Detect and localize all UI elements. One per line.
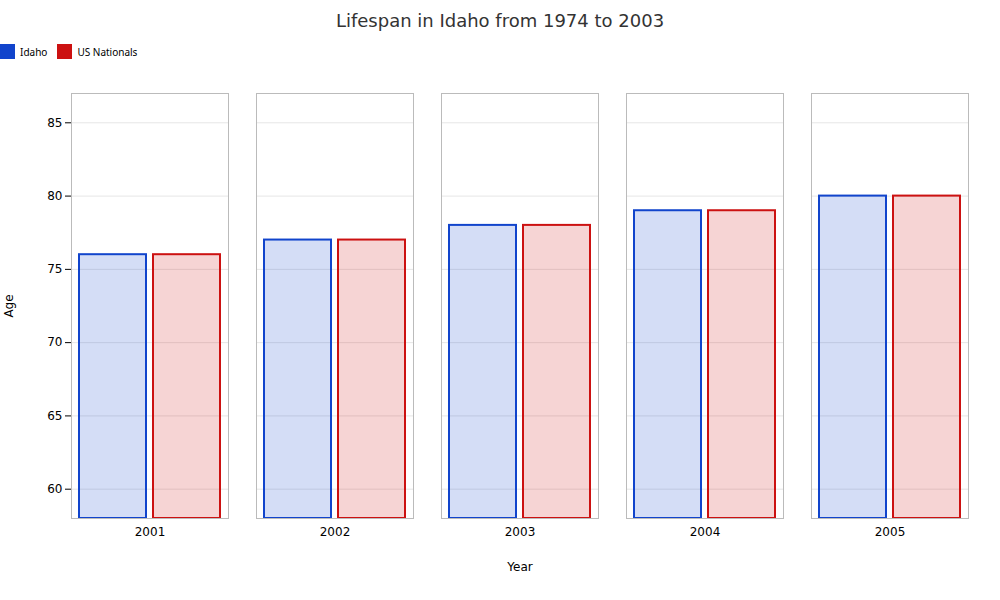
svg-text:80: 80 (47, 189, 62, 203)
svg-text:2002: 2002 (320, 525, 351, 539)
svg-text:2003: 2003 (505, 525, 536, 539)
svg-text:60: 60 (47, 482, 62, 496)
svg-text:65: 65 (47, 409, 62, 423)
svg-text:75: 75 (47, 262, 62, 276)
svg-text:70: 70 (47, 335, 62, 349)
html-text:Lifespan in Idaho from 1974 to: Lifespan in Idaho from 1974 to 2003 (335, 10, 665, 31)
html-text:US Nationals: US Nationals (77, 44, 138, 59)
svg-text:2001: 2001 (135, 525, 166, 539)
svg-text:Year: Year (506, 560, 532, 574)
svg-text:Age: Age (2, 294, 16, 317)
svg-text:85: 85 (47, 116, 62, 130)
svg-text:2004: 2004 (690, 525, 721, 539)
html-text:Idaho: Idaho (20, 44, 48, 59)
svg-text:2005: 2005 (875, 525, 906, 539)
